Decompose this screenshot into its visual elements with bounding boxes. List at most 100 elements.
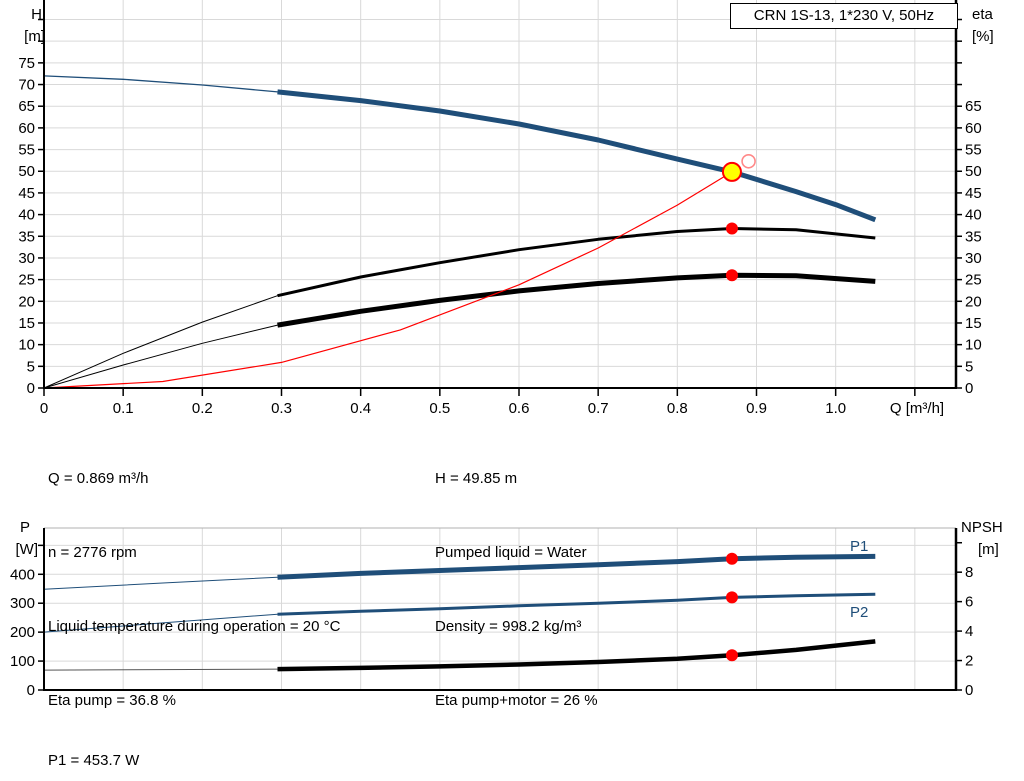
axis-tick-label: 0 [40,400,48,417]
operating-data-left: Q = 0.869 m³/h n = 2776 rpm Liquid tempe… [48,418,340,762]
p1-value: P1 = 453.7 W [48,752,140,770]
axis-tick-label: 300 [10,595,35,612]
axis-tick-label: 0.4 [350,400,371,417]
power-npsh-chart: 0 100 200 300 400 P [W] 0 2 4 6 8 NPSH [m] P1 P2 [10,519,1003,699]
npsh-point [725,649,738,662]
axis-tick-label: 100 [10,653,35,670]
head-curve [277,89,877,223]
hq-eta-chart: 0 5 10 15 20 25 30 35 40 45 50 55 60 65 70 75 H [m] 0 5 10 15… [18,0,994,417]
axis-tick-label: 60 [18,120,35,137]
drag-preview-marker[interactable] [741,153,756,169]
axis-tick-label: 4 [965,623,973,640]
axis-header: eta [972,6,994,23]
axis-tick-label: 0.2 [192,400,213,417]
axis-tick-label: 0.3 [271,400,292,417]
axis-tick-label: 40 [965,207,982,224]
axis-tick-label: 75 [18,55,35,72]
axis-tick-label: 30 [965,250,982,267]
system-curve [43,171,733,389]
eta-pump-curve [277,227,876,298]
eta-pump-motor-point [725,269,738,282]
eta-pump-motor-value: Eta pump+motor = 26 % [435,691,598,709]
axes [38,0,962,396]
axis-tick-label: 200 [10,624,35,641]
axis-tick-label: 0.7 [588,400,609,417]
axis-tick-label: 20 [965,293,982,310]
npsh-curve [277,639,876,672]
axis-tick-label: 0.8 [667,400,688,417]
axis-tick-label: 0.5 [429,400,450,417]
axes [38,528,962,691]
liquid-temperature-value: Liquid temperature during operation = 20… [48,617,341,635]
axis-tick-label: 10 [965,337,982,354]
axis-tick-label: 45 [18,185,35,202]
axis-tick-label: 65 [965,98,982,115]
axis-tick-label: 10 [18,337,35,354]
axis-tick-label: 5 [965,358,973,375]
flow-value: Q = 0.869 m³/h [48,470,149,488]
series-label-p2: P2 [850,604,868,621]
curve-title-box: CRN 1S-13, 1*230 V, 50Hz [730,3,958,29]
x-axis-unit-label: Q [m³/h] [890,400,944,417]
head-value: H = 49.85 m [435,470,518,488]
eta-pump-motor-curve-low-flow [43,324,278,389]
axis-tick-label: 2 [965,653,973,670]
p1-curve-low-flow [43,576,278,590]
curve-title: CRN 1S-13, 1*230 V, 50Hz [753,7,935,24]
axis-tick-label: 20 [18,293,35,310]
duty-point-marker[interactable] [721,161,742,182]
eta-pump-curve-low-flow [43,295,278,389]
axis-tick-label: 0 [27,380,35,397]
p1-point [725,552,738,565]
p2-point [725,591,738,604]
axis-tick-label: 45 [965,185,982,202]
axis-tick-label: 5 [27,358,35,375]
p2-curve [277,592,876,616]
axis-header: [m] [978,541,999,558]
density-value: Density = 998.2 kg/m³ [435,617,582,635]
axis-tick-label: 0 [965,682,973,699]
eta-pump-value: Eta pump = 36.8 % [48,691,176,709]
axis-header: [W] [16,541,39,558]
axis-tick-label: 0.9 [746,400,767,417]
operating-data-right: H = 49.85 m Pumped liquid = Water Densit… [435,418,598,762]
axis-tick-label: 25 [18,272,35,289]
axis-tick-label: 35 [965,228,982,245]
axis-header: H [31,6,42,23]
axis-header: P [20,519,30,536]
p2-curve-low-flow [43,613,278,633]
axis-tick-label: 400 [10,566,35,583]
axis-header: NPSH [961,519,1003,536]
axis-tick-label: 60 [965,120,982,137]
axis-tick-label: 0.1 [113,400,134,417]
axis-tick-label: 70 [18,77,35,94]
axis-tick-label: 25 [965,272,982,289]
speed-value: n = 2776 rpm [48,543,137,561]
axis-tick-label: 0 [965,380,973,397]
head-curve-low-flow [43,75,278,93]
axis-tick-label: 40 [18,207,35,224]
axis-tick-label: 55 [18,142,35,159]
gridlines [44,0,956,388]
axis-header: [%] [972,28,994,45]
axis-header: [m] [24,28,45,45]
axis-tick-label: 50 [965,163,982,180]
axis-tick-label: 65 [18,98,35,115]
power-data: P1 = 453.7 W P2 = 320.1 W NPSH = 2.36 m [48,700,153,781]
axis-tick-label: 50 [18,163,35,180]
series-label-p1: P1 [850,538,868,555]
eta-pump-motor-curve [277,272,876,328]
axis-tick-label: 0.6 [509,400,530,417]
axis-tick-label: 30 [18,250,35,267]
pumped-liquid-value: Pumped liquid = Water [435,543,587,561]
axis-tick-label: 0 [27,682,35,699]
axis-tick-label: 15 [965,315,982,332]
axis-tick-label: 6 [965,594,973,611]
axis-tick-label: 15 [18,315,35,332]
axis-tick-label: 55 [965,142,982,159]
eta-pump-point [725,222,738,235]
axis-tick-label: 1.0 [825,400,846,417]
p1-curve [277,553,876,580]
